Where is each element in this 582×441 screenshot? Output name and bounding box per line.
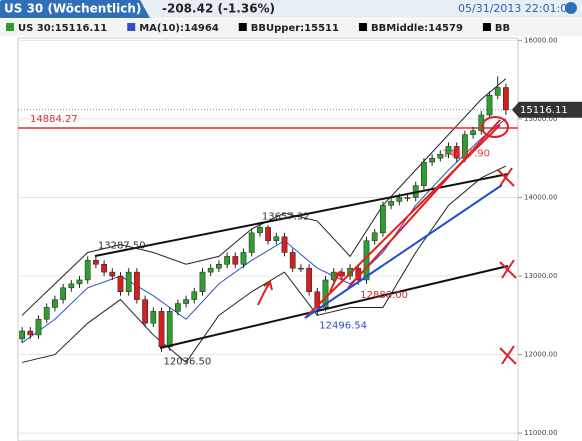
candle-body — [158, 311, 165, 347]
candle-body — [273, 236, 280, 241]
tab — [0, 0, 150, 18]
candle-body — [183, 299, 189, 304]
candle-body — [68, 283, 75, 289]
candle-body — [289, 252, 296, 269]
candle-body — [191, 291, 198, 300]
candle-body — [314, 291, 321, 308]
candle-body — [494, 87, 501, 96]
legend-label: US 30:15116.11 — [18, 23, 107, 34]
circle-mark — [481, 116, 509, 138]
candle-body — [257, 227, 263, 234]
candle-body — [421, 161, 427, 186]
y-tick-label: 11000.00 — [524, 429, 557, 437]
arrow-mark — [329, 270, 343, 293]
legend-bar — [0, 19, 582, 36]
candle-body — [404, 197, 411, 199]
candle-body — [35, 318, 42, 336]
candle-body — [76, 279, 83, 285]
legend-swatch — [127, 23, 136, 31]
candle-body — [224, 256, 230, 265]
candle-body — [207, 267, 214, 273]
annotation: 14457.90 — [442, 149, 490, 160]
legend-swatch — [6, 23, 14, 31]
candle-body — [445, 146, 452, 155]
candle-body — [93, 260, 99, 265]
candle-body — [503, 87, 509, 111]
change: -208.42 (-1.36%) — [162, 2, 275, 16]
candle-body — [150, 311, 157, 324]
arrow-mark — [257, 280, 273, 306]
price-tag — [512, 101, 582, 118]
candle-body — [142, 299, 148, 324]
candle-body — [330, 271, 337, 281]
annotation: 12036.50 — [164, 357, 212, 368]
candle-body — [125, 271, 132, 292]
candle-body — [371, 232, 378, 241]
legend-label: MA(10):14964 — [139, 23, 219, 34]
legend-label: BBMiddle:14579 — [371, 23, 463, 34]
legend-swatch — [482, 23, 491, 31]
annotation: 12888.00 — [360, 290, 408, 301]
tab-title: US 30 (Wöchentlich) — [4, 2, 141, 16]
candle-body — [52, 299, 58, 308]
datetime: 05/31/2013 22:01:00 — [458, 2, 574, 15]
candle-body — [19, 330, 25, 340]
annotation: 13657.32 — [262, 211, 310, 222]
legend-label: BB — [495, 23, 510, 34]
candle-body — [437, 154, 444, 159]
candle-body — [175, 303, 181, 312]
legend-label: BBUpper:15511 — [251, 23, 339, 34]
x-mark — [497, 167, 515, 187]
hand-drawings — [94, 116, 517, 365]
candle-body — [199, 271, 206, 292]
price-tag-label: 15116.11 — [520, 105, 568, 116]
candle-body — [43, 307, 50, 320]
trend-line — [347, 119, 501, 289]
annotation: 13287.50 — [98, 240, 146, 251]
candle-body — [109, 271, 116, 277]
menu-button[interactable] — [565, 2, 577, 14]
candle-body — [134, 271, 140, 300]
candle-body — [166, 311, 173, 347]
indicator-line — [21, 165, 507, 364]
x-mark — [499, 259, 517, 279]
y-tick-label: 12000.00 — [524, 351, 557, 359]
candle-body — [27, 330, 34, 336]
y-tick-label: 16000.00 — [524, 36, 557, 44]
candle-body — [84, 260, 91, 281]
candle-body — [470, 130, 476, 135]
trend-line — [304, 184, 503, 319]
candle-body — [306, 267, 312, 292]
y-tick-label: 15000.00 — [524, 115, 557, 123]
legend-swatch — [238, 23, 247, 31]
candle-body — [240, 252, 247, 265]
candle-body — [429, 157, 435, 163]
y-tick-label: 13000.00 — [524, 272, 557, 280]
candle-body — [248, 232, 255, 253]
candle-body — [232, 256, 239, 265]
candle-body — [298, 267, 304, 270]
candle-body — [216, 263, 222, 269]
candle-body — [453, 146, 460, 159]
candle-body — [322, 279, 329, 308]
candle-body — [396, 197, 403, 202]
candle-body — [380, 205, 386, 234]
indicator-line — [21, 118, 507, 344]
annotation: 12496.54 — [319, 321, 367, 332]
level-label: 14884.27 — [30, 114, 78, 125]
candle-body — [486, 95, 493, 116]
candle-body — [388, 201, 394, 206]
y-tick-label: 14000.00 — [524, 193, 557, 201]
legend-swatch — [358, 23, 367, 31]
candle-body — [281, 236, 288, 253]
candle-body — [101, 263, 107, 273]
trend-line — [159, 265, 509, 349]
candle-body — [265, 227, 271, 241]
candle-body — [60, 287, 66, 300]
x-mark — [499, 345, 517, 365]
candle-body — [117, 275, 124, 292]
